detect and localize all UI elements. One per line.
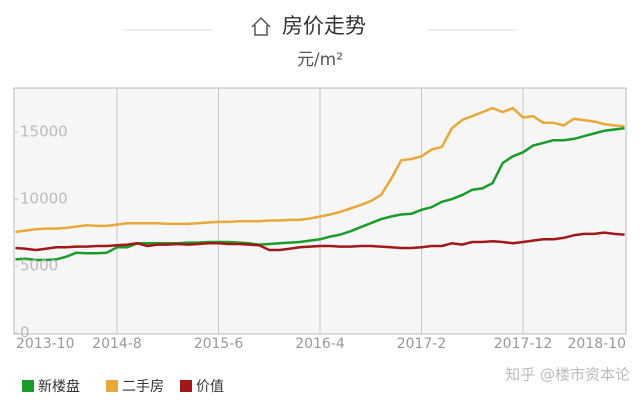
subtitle: 元/m²	[297, 50, 343, 70]
home-icon	[251, 16, 271, 36]
watermark: 知乎 @楼市资本论	[505, 366, 630, 384]
chart-title: 房价走势	[282, 14, 366, 38]
y-tick-label: 0	[20, 324, 30, 342]
x-tick-label: 2017-12	[494, 336, 553, 352]
series-line	[15, 106, 625, 234]
series-line	[15, 231, 625, 252]
legend-label: 价值	[196, 379, 224, 395]
legend-swatch	[106, 380, 118, 392]
x-tick-label: 2017-2	[397, 336, 447, 352]
legend-swatch	[22, 380, 34, 392]
x-tick-label: 2016-4	[295, 336, 345, 352]
legend-label: 二手房	[122, 379, 164, 395]
legend-swatch	[180, 380, 192, 392]
x-tick-label: 2013-10	[16, 336, 75, 352]
y-tick-label: 15000	[20, 123, 68, 141]
x-tick-label: 2015-6	[194, 336, 244, 352]
x-tick-label: 2018-10	[568, 336, 627, 352]
y-tick-label: 10000	[20, 190, 68, 208]
x-tick-label: 2014-8	[92, 336, 142, 352]
legend-label: 新楼盘	[38, 378, 80, 395]
series-line	[15, 126, 625, 262]
y-tick-label: 5000	[20, 257, 58, 275]
